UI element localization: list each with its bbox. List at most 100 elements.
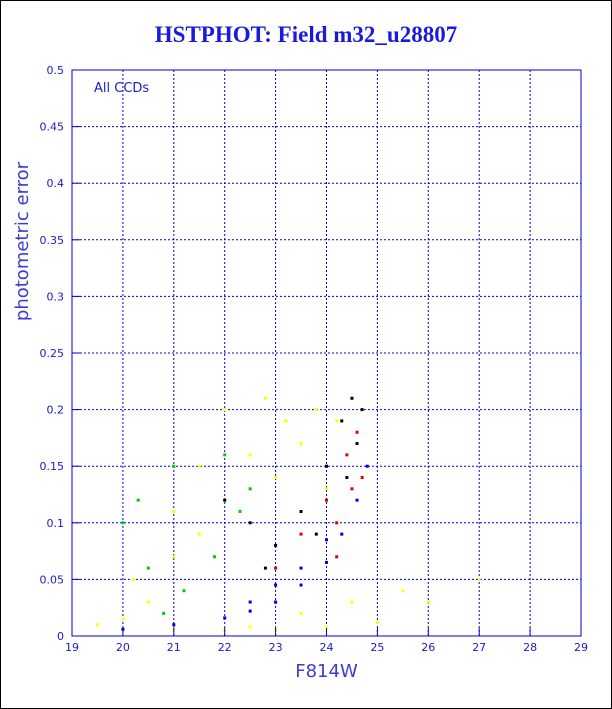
data-point-blue (299, 566, 303, 570)
data-point-black (314, 532, 318, 536)
data-point-yellow (299, 442, 303, 446)
data-point-yellow (172, 555, 176, 559)
data-point-yellow (325, 625, 328, 629)
data-point-black (350, 396, 354, 400)
data-points (95, 396, 481, 632)
data-point-green (136, 498, 140, 502)
data-point-yellow (335, 419, 339, 423)
data-point-blue (274, 600, 278, 604)
data-point-red (345, 453, 349, 457)
data-point-black (223, 498, 227, 502)
data-point-yellow (197, 464, 201, 468)
data-point-red (325, 498, 328, 502)
series-green (121, 453, 252, 615)
grid-lines (71, 69, 582, 637)
x-tick-label: 27 (472, 641, 486, 654)
data-point-green (182, 589, 186, 593)
data-point-green (248, 487, 252, 491)
data-point-black (299, 509, 303, 513)
data-point-yellow (314, 408, 318, 412)
data-point-yellow (325, 487, 328, 491)
x-tick-label: 28 (523, 641, 537, 654)
y-tick-label: 0 (57, 630, 64, 643)
data-point-yellow (197, 532, 201, 536)
data-point-black (248, 521, 252, 525)
data-point-blue (325, 538, 328, 542)
data-point-green (223, 453, 227, 457)
data-point-yellow (274, 476, 278, 480)
data-point-black (340, 419, 344, 423)
data-point-black (274, 543, 278, 547)
data-point-blue (325, 560, 328, 564)
data-point-yellow (248, 625, 252, 629)
chart-title: HSTPHOT: Field m32_u28807 (154, 22, 458, 47)
data-point-yellow (284, 419, 288, 423)
y-tick-label: 0.25 (40, 347, 65, 360)
series-red (274, 430, 364, 570)
data-point-black (263, 566, 267, 570)
data-point-blue (172, 623, 176, 627)
data-point-yellow (350, 600, 354, 604)
data-point-yellow (401, 589, 405, 593)
y-axis-label: photometric error (12, 161, 33, 321)
data-point-yellow (263, 396, 267, 400)
y-tick-label: 0.15 (40, 460, 65, 473)
y-tick-label: 0.35 (40, 234, 65, 247)
x-tick-label: 25 (370, 641, 384, 654)
data-point-yellow (248, 453, 252, 457)
data-point-green (162, 611, 166, 615)
data-point-green (172, 464, 176, 468)
y-tick-label: 0.1 (47, 517, 65, 530)
data-point-blue (223, 616, 227, 620)
data-point-black (345, 476, 349, 480)
data-point-yellow (223, 408, 227, 412)
data-point-blue (248, 609, 252, 613)
x-tick-label: 24 (320, 641, 334, 654)
data-point-red (274, 566, 278, 570)
y-tick-label: 0.5 (47, 64, 65, 77)
y-tick-label: 0.3 (47, 290, 65, 303)
y-tick-label: 0.05 (40, 573, 65, 586)
data-point-yellow (375, 620, 379, 624)
x-tick-label: 21 (167, 641, 181, 654)
data-point-yellow (426, 600, 430, 604)
data-point-yellow (146, 600, 150, 604)
data-point-green (121, 521, 125, 525)
data-point-blue (248, 600, 252, 604)
x-tick-label: 23 (269, 641, 283, 654)
data-point-yellow (299, 611, 303, 615)
data-point-blue (299, 583, 303, 587)
series-yellow (95, 396, 481, 632)
x-tick-label: 19 (65, 641, 79, 654)
annotation-all-ccds: All CCDs (94, 81, 149, 96)
data-point-red (335, 521, 339, 525)
data-point-green (213, 555, 217, 559)
axis-ticks: 19 20 21 22 23 24 25 26 27 28 29 0 0.05 0.1 0.15 0.2 0.2… (40, 64, 589, 654)
x-axis-label: F814W (295, 661, 358, 682)
data-point-red (350, 487, 354, 491)
data-point-red (335, 555, 339, 559)
data-point-blue (274, 583, 278, 587)
x-tick-label: 22 (218, 641, 232, 654)
data-point-black (355, 442, 359, 446)
data-point-yellow (477, 577, 481, 581)
series-blue (121, 464, 369, 631)
data-point-green (146, 566, 150, 570)
data-point-blue (340, 532, 344, 536)
data-point-black (360, 408, 364, 412)
series-black (223, 396, 364, 570)
data-point-red (360, 476, 364, 480)
data-point-blue (365, 464, 369, 468)
x-tick-label: 20 (116, 641, 130, 654)
data-point-black (325, 464, 328, 468)
data-point-yellow (172, 509, 176, 513)
data-point-red (299, 532, 303, 536)
data-point-red (355, 430, 359, 434)
data-point-blue (355, 498, 359, 502)
data-point-yellow (131, 577, 135, 581)
y-tick-label: 0.45 (40, 121, 65, 134)
x-tick-label: 29 (574, 641, 588, 654)
data-point-yellow (121, 617, 125, 621)
